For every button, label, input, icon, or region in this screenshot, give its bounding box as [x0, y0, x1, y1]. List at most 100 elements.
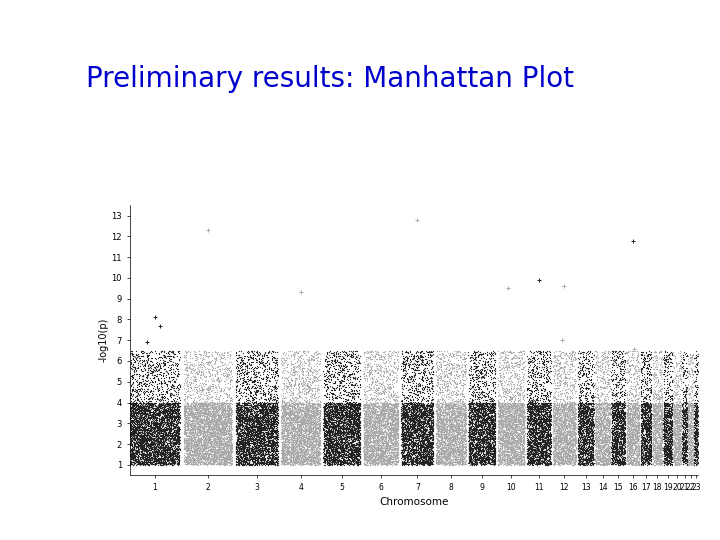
Point	[181, 409, 193, 417]
Point	[639, 435, 651, 443]
Point	[583, 423, 595, 431]
Point	[297, 432, 309, 441]
Point	[220, 422, 232, 431]
Point	[181, 408, 192, 417]
Point	[454, 424, 466, 433]
Point	[183, 421, 194, 430]
Point	[473, 428, 485, 437]
Point	[469, 388, 481, 396]
Point	[199, 428, 211, 437]
Point	[628, 457, 639, 465]
Point	[679, 392, 690, 400]
Point	[392, 409, 403, 417]
Point	[346, 420, 358, 428]
Point	[558, 420, 570, 429]
Point	[188, 379, 199, 387]
Point	[210, 384, 222, 393]
Point	[303, 410, 315, 418]
Point	[130, 437, 141, 446]
Point	[211, 458, 222, 467]
Point	[484, 446, 495, 454]
Point	[616, 421, 628, 430]
Point	[309, 427, 320, 435]
Point	[334, 401, 346, 410]
Point	[518, 460, 529, 468]
Point	[262, 454, 274, 463]
Point	[161, 447, 173, 455]
Point	[543, 401, 554, 410]
Point	[378, 459, 390, 468]
Point	[650, 455, 662, 463]
Point	[397, 441, 409, 449]
Point	[232, 408, 243, 417]
Point	[533, 439, 544, 448]
Point	[329, 354, 341, 363]
Point	[348, 422, 360, 431]
Point	[433, 362, 445, 370]
Point	[397, 405, 409, 414]
Point	[216, 456, 228, 464]
Point	[496, 402, 508, 410]
Point	[336, 427, 347, 435]
Point	[200, 449, 212, 457]
Point	[576, 448, 588, 456]
Point	[266, 433, 277, 441]
Point	[147, 367, 158, 375]
Point	[687, 407, 698, 416]
Point	[346, 456, 357, 465]
Point	[391, 442, 402, 450]
Point	[259, 410, 271, 418]
Point	[299, 396, 310, 405]
Point	[254, 359, 266, 367]
Point	[564, 410, 575, 419]
Point	[238, 455, 250, 464]
Point	[282, 382, 293, 391]
Point	[456, 413, 468, 421]
Point	[690, 404, 701, 413]
Point	[350, 409, 361, 417]
Point	[162, 417, 174, 426]
Point	[143, 404, 154, 413]
Point	[525, 430, 536, 438]
Point	[440, 402, 451, 411]
Point	[164, 448, 176, 456]
Point	[441, 457, 453, 465]
Point	[684, 408, 696, 417]
Point	[343, 434, 354, 442]
Point	[212, 429, 223, 438]
Point	[496, 458, 508, 467]
Point	[503, 420, 514, 428]
Point	[256, 417, 267, 426]
Point	[235, 408, 247, 416]
Point	[152, 438, 163, 447]
Point	[405, 446, 416, 454]
Point	[391, 401, 402, 410]
Point	[217, 402, 228, 411]
Point	[216, 437, 228, 445]
Point	[647, 429, 659, 437]
Point	[600, 421, 611, 430]
Point	[680, 364, 692, 373]
Point	[399, 414, 410, 422]
Point	[525, 444, 536, 453]
Point	[252, 423, 264, 432]
Point	[611, 418, 623, 427]
Point	[442, 451, 454, 460]
Point	[559, 453, 571, 461]
Point	[300, 449, 311, 458]
Point	[469, 434, 481, 442]
Point	[412, 430, 423, 438]
Point	[402, 364, 414, 373]
Point	[182, 421, 194, 430]
Point	[197, 355, 209, 364]
Point	[344, 397, 356, 406]
Point	[321, 454, 333, 462]
Point	[667, 406, 679, 415]
Point	[320, 416, 331, 424]
Point	[596, 348, 608, 356]
Point	[566, 421, 577, 430]
Point	[225, 442, 236, 451]
Point	[420, 410, 432, 419]
Point	[459, 400, 470, 409]
Point	[294, 357, 306, 366]
